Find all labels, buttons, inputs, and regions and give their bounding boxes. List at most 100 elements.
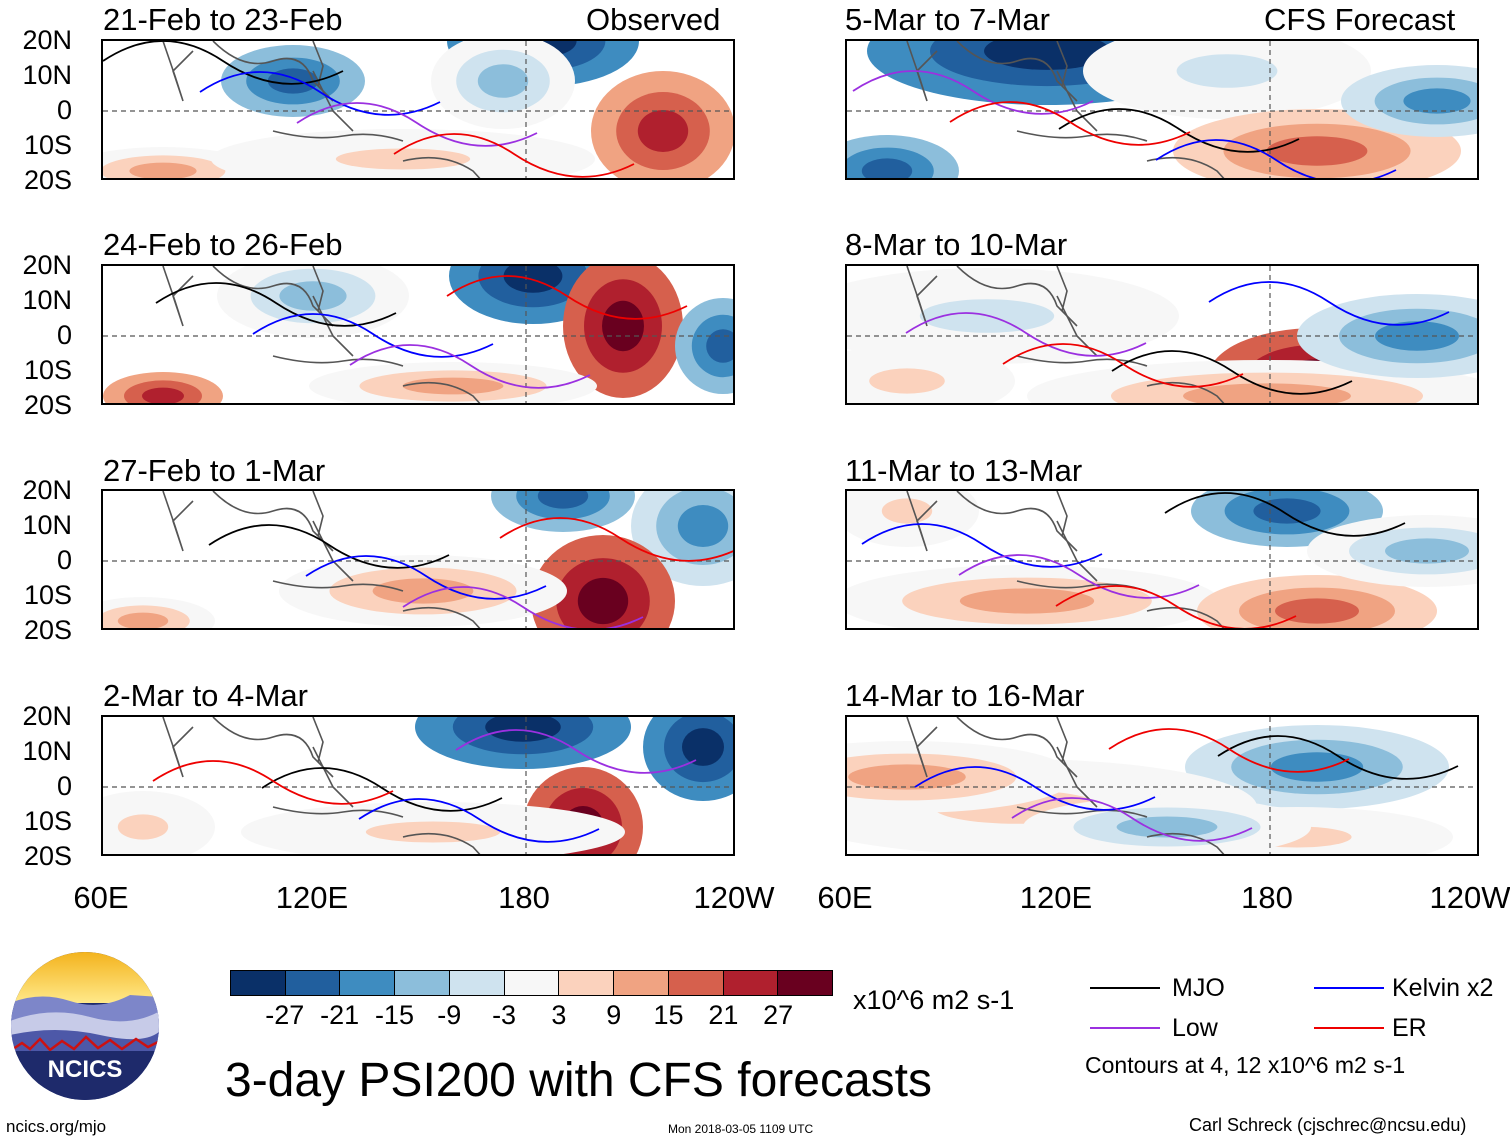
wave-contour — [402, 586, 644, 628]
colorbar-swatch — [723, 971, 779, 995]
lon-label-180-right: 180 — [1241, 880, 1293, 915]
lat-label: 10N — [22, 736, 72, 766]
footer-author: Carl Schreck (cjschrec@ncsu.edu) — [1189, 1115, 1467, 1135]
wave-contour — [393, 133, 635, 178]
map-panel-3 — [101, 489, 735, 630]
lat-label: 20N — [22, 701, 72, 731]
panel-title-4: 2-Mar to 4-Mar — [103, 678, 308, 713]
wave-contour — [1108, 728, 1350, 773]
wave-contour — [358, 798, 600, 843]
map-panel-5 — [845, 39, 1479, 180]
anomaly-shading — [1116, 816, 1218, 838]
coastline — [1056, 266, 1068, 312]
lat-label: 10N — [22, 60, 72, 90]
map-panel-4 — [101, 715, 735, 856]
coastline — [272, 806, 404, 818]
anomaly-shading — [537, 491, 589, 509]
forecast-tag: CFS Forecast — [1264, 2, 1456, 37]
wave-contour — [152, 760, 394, 805]
wave-contour — [499, 517, 733, 562]
anomaly-shading — [1176, 54, 1278, 88]
coastline — [212, 491, 334, 552]
anomaly-shading — [637, 110, 689, 152]
coastline — [312, 520, 354, 582]
coastline — [1056, 520, 1098, 582]
wave-contour — [1002, 343, 1244, 388]
panel-title-2: 24-Feb to 26-Feb — [103, 227, 343, 262]
lon-label-120w-left: 120W — [693, 880, 775, 915]
svg-text:NCICS: NCICS — [48, 1056, 123, 1083]
anomaly-shading — [1275, 598, 1359, 624]
wave-contour — [455, 729, 697, 774]
lat-label: 10N — [22, 285, 72, 315]
coastline — [212, 266, 334, 327]
main-title: 3-day PSI200 with CFS forecasts — [225, 1054, 932, 1107]
coastline — [1056, 41, 1068, 87]
map-panel-7 — [845, 489, 1479, 630]
colorbar-swatch — [340, 971, 396, 995]
coastline — [272, 580, 404, 592]
anomaly-shading — [372, 578, 474, 604]
colorbar-swatch — [395, 971, 450, 995]
wave-contour — [1058, 108, 1300, 153]
coastline — [162, 491, 194, 552]
lat-label: 20N — [22, 250, 72, 280]
lat-label: 20N — [22, 475, 72, 505]
lat-label: 0 — [56, 771, 72, 801]
coastline — [1146, 606, 1225, 628]
wave-contour — [208, 524, 450, 569]
anomaly-shading — [577, 577, 629, 625]
wave-contour — [103, 41, 344, 85]
anomaly-shading — [117, 612, 169, 628]
footer-site: ncics.org/mjo — [6, 1117, 107, 1136]
colorbar-tick: -9 — [437, 1000, 462, 1030]
colorbar-tick: -3 — [492, 1000, 517, 1030]
colorbar-tick: 9 — [606, 1000, 622, 1030]
lat-label: 10S — [23, 130, 72, 160]
lat-label: 20S — [23, 390, 72, 420]
coastline — [956, 41, 1078, 102]
wave-contour — [914, 766, 1156, 811]
anomaly-shading — [142, 387, 184, 403]
legend-label-kelvin: Kelvin x2 — [1392, 974, 1494, 1002]
anomaly-shading — [602, 300, 644, 352]
coastline — [956, 266, 1078, 327]
wave-contour — [852, 70, 1094, 115]
legend-label-low: Low — [1172, 1014, 1218, 1042]
wave-contour — [296, 102, 538, 147]
colorbar-tick: 15 — [653, 1000, 684, 1030]
coastline — [906, 41, 938, 102]
wave-contour — [199, 71, 441, 116]
wave-contour — [1164, 492, 1406, 537]
wave-contour — [949, 101, 1191, 146]
legend-label-er: ER — [1392, 1014, 1427, 1042]
coastline — [906, 491, 938, 552]
anomaly-shading — [1270, 752, 1364, 782]
lon-label-120w-right: 120W — [1429, 880, 1510, 915]
coastline — [1146, 832, 1225, 854]
anomaly-shading — [1403, 88, 1471, 114]
wave-contour — [905, 312, 1147, 357]
coastline — [1056, 491, 1068, 537]
anomaly-shading — [117, 814, 169, 840]
lat-label: 20S — [23, 165, 72, 195]
anomaly-shading — [1385, 538, 1469, 564]
wave-contour — [252, 313, 494, 358]
lat-label: 20S — [23, 615, 72, 645]
contours-note: Contours at 4, 12 x10^6 m2 s-1 — [1085, 1052, 1406, 1078]
wave-contour — [305, 555, 547, 600]
colorbar-swatch — [559, 971, 615, 995]
coastline — [272, 130, 404, 142]
panel-title-7: 11-Mar to 13-Mar — [845, 453, 1083, 488]
coastline — [162, 266, 194, 327]
coastline — [212, 41, 334, 102]
lat-label: 10S — [23, 580, 72, 610]
lat-label: 20S — [23, 841, 72, 871]
anomaly-shading — [365, 821, 501, 843]
wave-contour — [1111, 350, 1353, 395]
coastline — [312, 717, 324, 763]
coastline — [1056, 295, 1098, 357]
anomaly-shading — [848, 764, 966, 790]
coastline — [906, 717, 938, 778]
coastline — [312, 70, 354, 132]
